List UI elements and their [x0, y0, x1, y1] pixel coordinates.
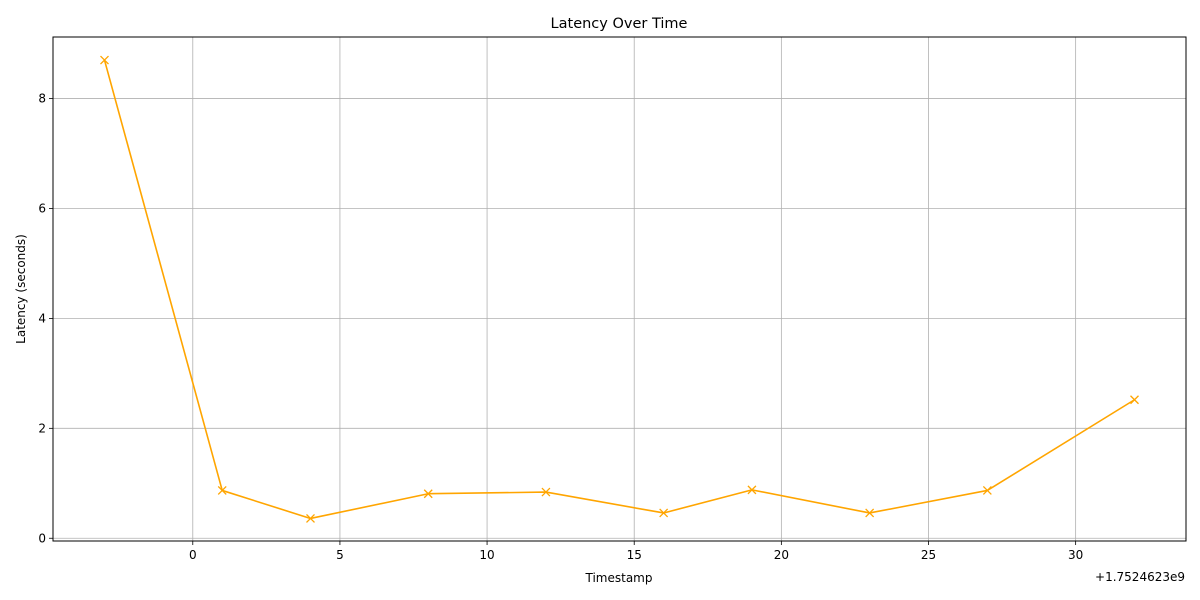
marker-stroke	[217, 485, 227, 495]
y-axis-title: Latency (seconds)	[14, 234, 28, 344]
y-tick-label: 2	[38, 421, 46, 435]
data-point-marker	[659, 508, 669, 518]
data-point-marker	[1130, 395, 1139, 405]
y-tick-label: 0	[38, 531, 46, 545]
marker-stroke	[1130, 395, 1139, 405]
x-axis-offset-label: +1.7524623e9	[1095, 570, 1185, 584]
marker-stroke	[100, 55, 109, 65]
x-tick-label: 10	[479, 548, 494, 562]
axis-ticks: 0 5 10 15 20 25 30 0 2 4 6 8	[38, 92, 1083, 562]
marker-stroke	[541, 487, 551, 497]
chart-title: Latency Over Time	[551, 16, 688, 32]
x-tick-label: 30	[1068, 548, 1083, 562]
data-point-marker	[217, 485, 227, 495]
plot-frame	[52, 36, 1187, 542]
x-tick-label: 0	[189, 548, 197, 562]
grid	[53, 37, 1186, 541]
x-tick-label: 20	[774, 548, 789, 562]
data-point-marker	[306, 514, 315, 523]
x-tick-label: 15	[627, 548, 642, 562]
y-tick-label: 6	[38, 201, 46, 215]
series-line-group	[100, 55, 1139, 523]
marker-stroke	[659, 508, 669, 518]
marker-stroke	[306, 514, 315, 523]
data-point-marker	[865, 508, 875, 518]
x-axis-title: Timestamp	[585, 571, 653, 585]
data-point-marker	[747, 485, 757, 495]
y-tick-label: 8	[38, 92, 46, 106]
marker-stroke	[982, 485, 992, 495]
latency-series-line	[103, 59, 1135, 520]
data-point-marker	[100, 55, 109, 65]
data-point-marker	[541, 487, 551, 497]
marker-stroke	[423, 489, 433, 499]
x-tick-label: 25	[921, 548, 936, 562]
marker-stroke	[865, 508, 875, 518]
y-tick-label: 4	[38, 311, 46, 325]
data-point-marker	[423, 489, 433, 499]
marker-stroke	[747, 485, 757, 495]
x-tick-label: 5	[336, 548, 344, 562]
data-point-marker	[982, 485, 992, 495]
